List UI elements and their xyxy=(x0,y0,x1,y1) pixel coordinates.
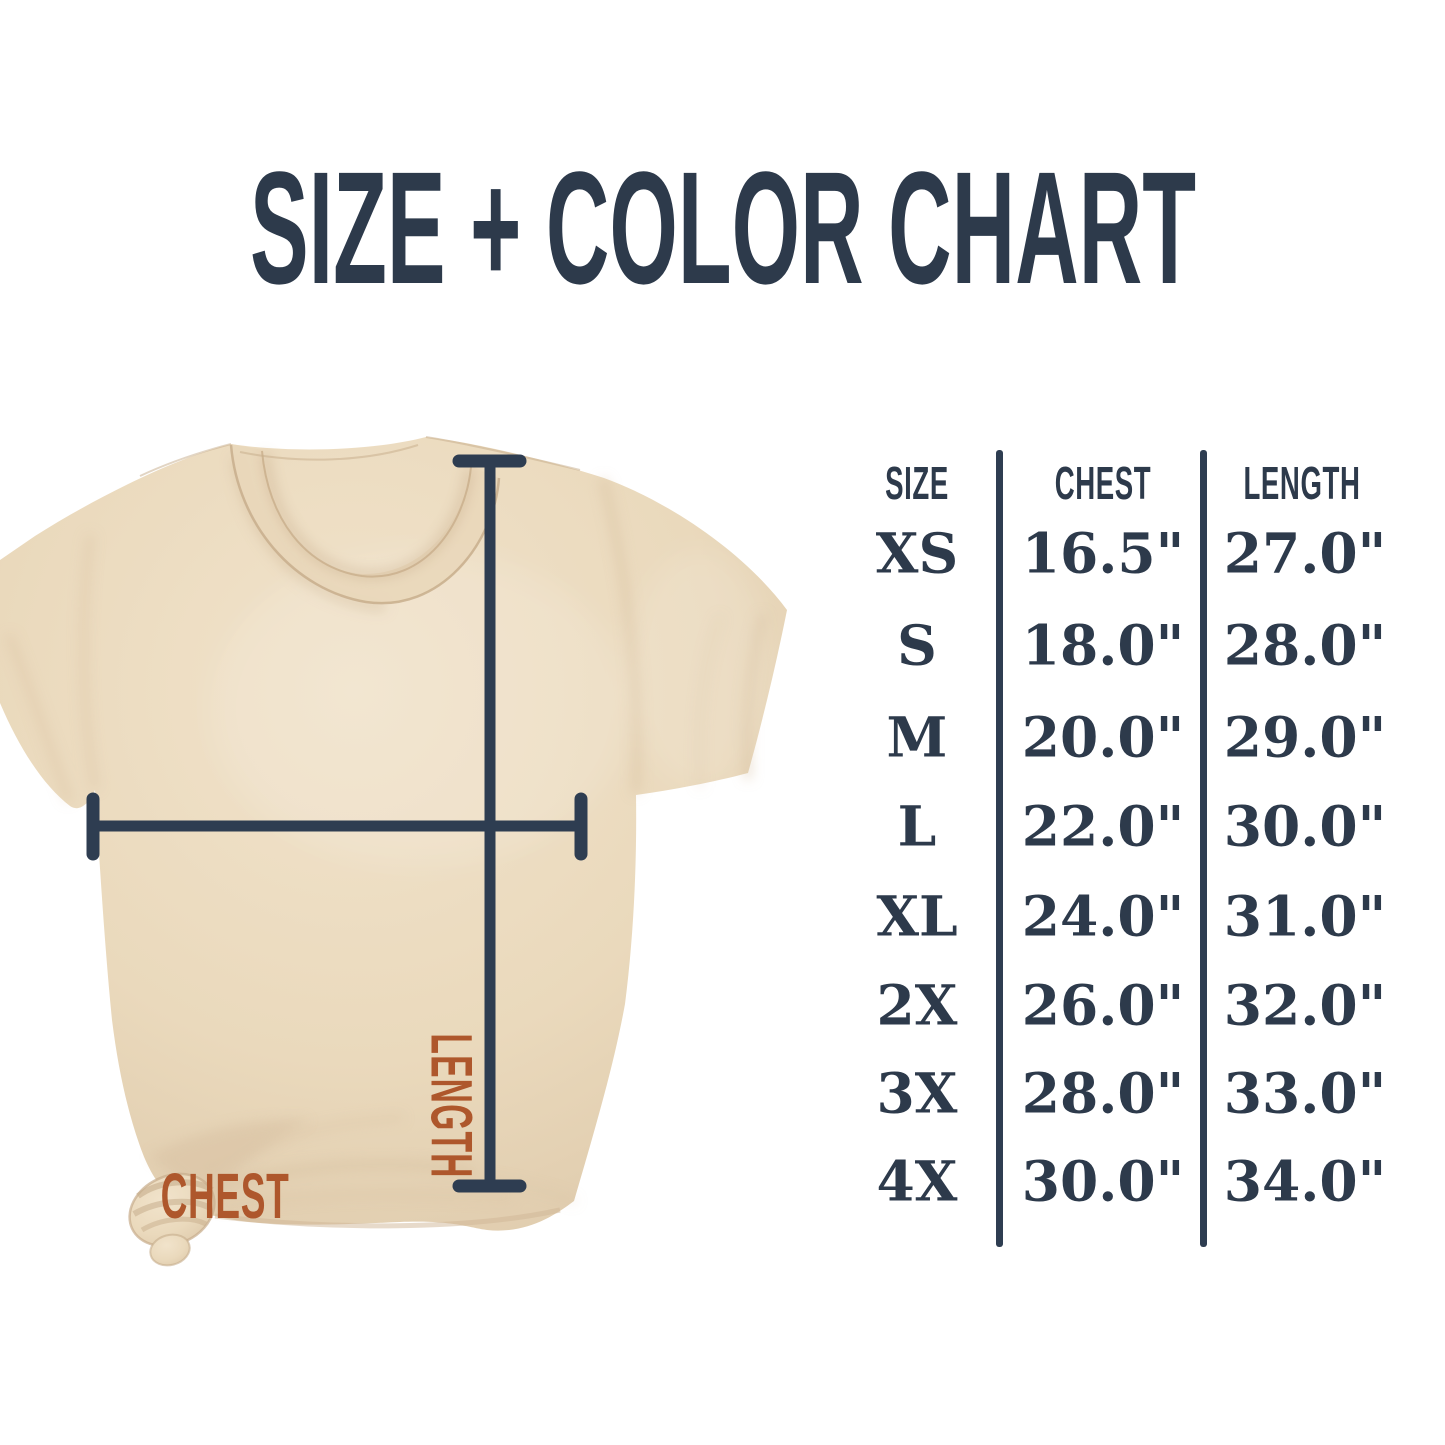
chest-cell: 24.0" xyxy=(1021,883,1185,949)
column-header-chest: CHEST xyxy=(1054,457,1152,509)
length-label: LENGTH xyxy=(418,1033,484,1179)
length-cell: 28.0" xyxy=(1223,612,1387,678)
table-divider xyxy=(996,450,1003,1247)
size-cell: XL xyxy=(876,883,958,949)
size-cell: 4X xyxy=(876,1148,958,1214)
chest-cell: 28.0" xyxy=(1021,1060,1185,1126)
table-divider xyxy=(1200,450,1207,1247)
length-cell: 32.0" xyxy=(1223,972,1387,1038)
size-cell: XS xyxy=(875,520,959,586)
chest-cell: 20.0" xyxy=(1021,704,1185,770)
length-cell: 29.0" xyxy=(1223,704,1387,770)
length-cell: 27.0" xyxy=(1223,520,1387,586)
chest-label: CHEST xyxy=(160,1160,290,1232)
size-cell: L xyxy=(897,793,937,859)
tshirt-collar xyxy=(139,436,581,605)
chest-cell: 16.5" xyxy=(1021,520,1185,586)
size-cell: S xyxy=(897,612,937,678)
tshirt-knot xyxy=(128,1119,310,1267)
tshirt-body xyxy=(0,437,787,1231)
tshirt-diagram: CHEST LENGTH xyxy=(0,418,820,1288)
column-header-size: SIZE xyxy=(885,457,949,509)
size-cell: 2X xyxy=(876,972,958,1038)
length-cell: 34.0" xyxy=(1223,1148,1387,1214)
length-cell: 31.0" xyxy=(1223,883,1387,949)
page-title: SIZE + COLOR CHART xyxy=(249,138,1196,317)
tshirt-photo xyxy=(0,436,787,1267)
chest-cell: 18.0" xyxy=(1021,612,1185,678)
chest-cell: 26.0" xyxy=(1021,972,1185,1038)
column-header-length: LENGTH xyxy=(1243,457,1361,509)
size-cell: 3X xyxy=(876,1060,958,1126)
chest-measure-line xyxy=(86,792,588,861)
size-table: SIZE CHEST LENGTH XS 16.5" 27.0" S 18.0"… xyxy=(860,450,1420,1260)
length-cell: 30.0" xyxy=(1223,793,1387,859)
length-cell: 33.0" xyxy=(1223,1060,1387,1126)
chest-cell: 30.0" xyxy=(1021,1148,1185,1214)
size-cell: M xyxy=(886,704,948,770)
chest-cell: 22.0" xyxy=(1021,793,1185,859)
